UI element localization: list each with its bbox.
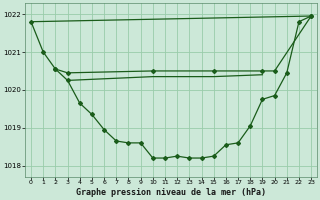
X-axis label: Graphe pression niveau de la mer (hPa): Graphe pression niveau de la mer (hPa) [76,188,266,197]
